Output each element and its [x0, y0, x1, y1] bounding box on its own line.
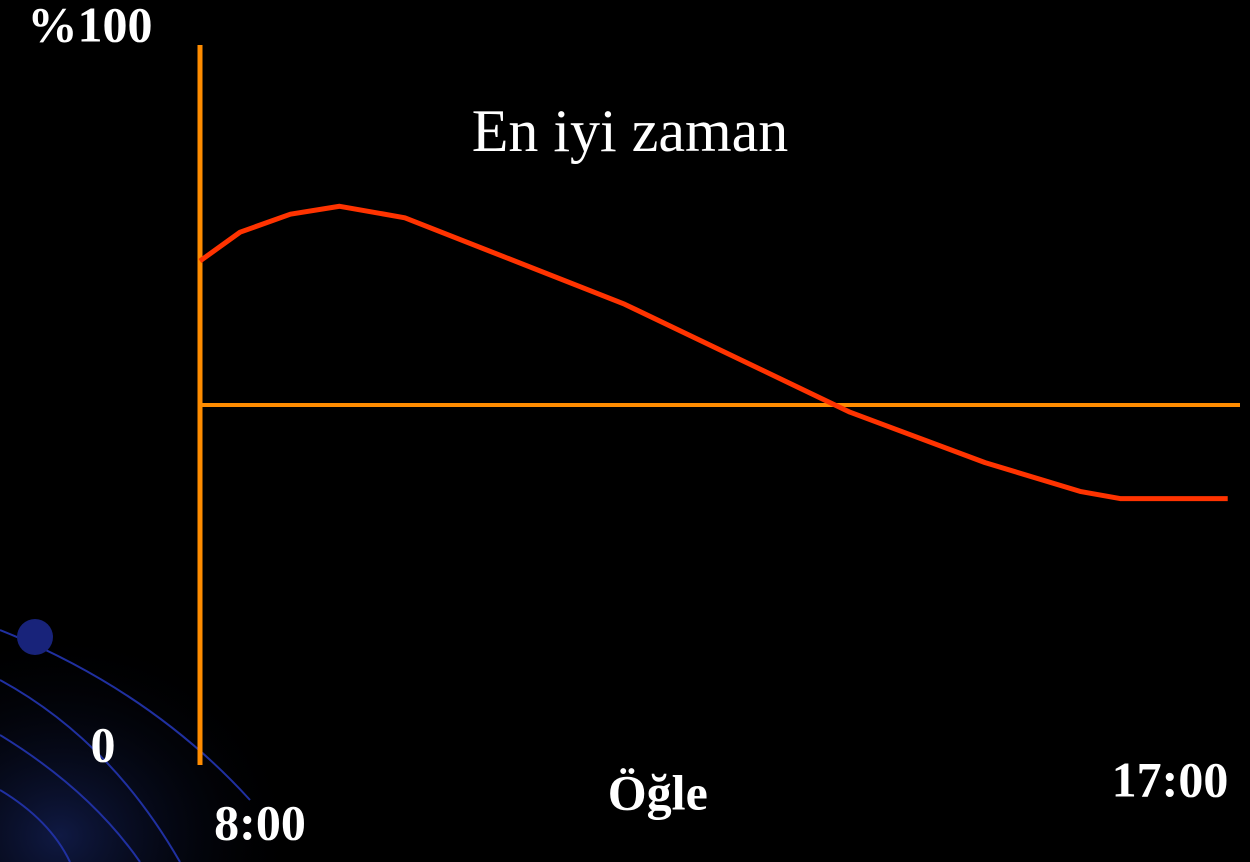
- chart-title: En iyi zaman: [472, 98, 789, 164]
- x-tick-label: Öğle: [608, 764, 708, 820]
- x-tick-label: 17:00: [1112, 751, 1229, 807]
- y-tick-label: %100: [28, 0, 153, 52]
- y-tick-label: 0: [91, 716, 116, 772]
- x-tick-label: 8:00: [214, 794, 306, 850]
- decor-dot: [17, 619, 53, 655]
- slide: En iyi zaman 0 %100 8:00 Öğle 17:00: [0, 0, 1250, 862]
